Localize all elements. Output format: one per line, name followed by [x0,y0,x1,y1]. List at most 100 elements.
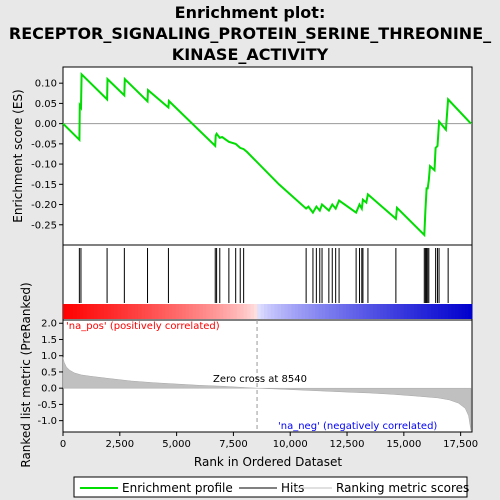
color-bar-segment [366,304,371,319]
color-bar-segment [315,304,320,319]
color-bar-segment [298,304,303,319]
metric-x-tick-label: 7,500 [219,439,248,450]
metric-x-tick-label: 0 [60,439,66,450]
color-bar-segment [97,304,101,319]
legend-enrichment-label: Enrichment profile [122,481,233,495]
color-bar-segment [134,304,139,319]
color-bar-segment [308,304,313,319]
color-bar-segment [461,304,466,319]
color-bar-segment [322,304,326,319]
chart-title-line-2: RECEPTOR_SIGNALING_PROTEIN_SERINE_THREON… [9,24,491,43]
metric-x-tick-label: 12,500 [330,439,365,450]
color-bar-segment [260,304,265,319]
color-bar-segment [219,304,224,319]
es-y-axis-title: Enrichment score (ES) [11,89,25,222]
hits-group [78,248,449,303]
color-bar-segment [390,304,395,319]
metric-y-tick-label: 1.5 [41,335,57,346]
color-bar-segment [212,304,217,319]
color-bar-segment [311,304,316,319]
metric-panel [62,319,473,433]
color-bar-segment [240,304,245,319]
color-bar-segment [444,304,449,319]
color-bar-segment [379,304,384,319]
es-y-tick-label: 0.10 [35,79,57,90]
color-bar-segment [277,304,282,319]
metric-x-tick-label: 10,000 [273,439,308,450]
color-bar-segment [345,304,350,319]
color-bar-segment [373,304,378,319]
legend: Enrichment profile Hits Ranking metric s… [73,476,469,498]
es-y-tick-label: 0.05 [35,99,57,110]
color-bar-segment [437,304,442,319]
color-bar-segment [80,304,84,319]
es-y-tick-label: -0.25 [31,220,57,231]
color-bar-segment [383,304,388,319]
chart-title-line-1: Enrichment plot: [175,3,326,22]
ranking-metric-area [62,357,472,431]
metric-y-tick-label: 2.0 [41,319,57,330]
legend-metric-label: Ranking metric scores [336,481,469,495]
color-bar-segment [161,304,166,319]
color-bar-segment [236,304,241,319]
color-bar-segment [148,304,153,319]
color-bar-segment [103,304,108,319]
color-bar-segment [172,304,176,319]
color-bar-segment [448,304,453,319]
color-bar-segment [144,304,149,319]
color-bar-segment [349,304,354,319]
color-bar-segment [131,304,136,319]
color-bar-segment [114,304,119,319]
color-bar-segment [250,304,255,319]
color-bar-segment [120,304,125,319]
color-bar-segment [267,304,272,319]
color-bar-segment [247,304,251,319]
color-bar-segment [209,304,214,319]
color-bar-segment [287,304,292,319]
color-bar-segment [270,304,275,319]
metric-y-axis-title: Ranked list metric (PreRanked) [19,282,33,467]
color-bar-segment [376,304,381,319]
color-bar-segment [441,304,446,319]
color-bar-segment [233,304,238,319]
color-bar-segment [69,304,74,319]
metric-y-tick-label: -1.0 [37,416,57,427]
color-bar-segment [264,304,268,319]
color-bar-segment [304,304,309,319]
color-bar-segment [342,304,347,319]
color-bar-segment [294,304,299,319]
es-y-tick-label: 0.00 [35,119,57,130]
color-bar-segment [335,304,340,319]
negative-correlation-label: 'na_neg' (negatively correlated) [278,421,437,432]
color-bar-segment [158,304,163,319]
color-bar-segment [243,304,248,319]
color-bar-segment [216,304,221,319]
color-bar-segment [318,304,323,319]
color-bar-segment [414,304,418,319]
color-bar-segment [257,304,262,319]
metric-x-axis-title: Rank in Ordered Dataset [194,455,342,469]
color-bar-segment [100,304,105,319]
color-bar-segment [253,304,258,319]
color-bar-segment [458,304,463,319]
color-bar-segment [230,304,234,319]
color-bar-segment [90,304,95,319]
es-y-tick-label: -0.20 [31,200,57,211]
metric-y-tick-label: 0.5 [41,367,57,378]
metric-y-tick-label: -0.5 [37,400,57,411]
color-bar-segment [410,304,415,319]
color-bar-segment [359,304,364,319]
color-bar-segment [178,304,183,319]
color-bar-segment [192,304,197,319]
color-bar-segment [137,304,142,319]
color-bar-segment [427,304,432,319]
color-bar-segment [66,304,71,319]
legend-hits-label: Hits [281,481,304,495]
color-bar-segment [206,304,211,319]
color-bar-segment [189,304,194,319]
color-bar-segment [465,304,470,319]
color-bar-segment [424,304,429,319]
color-bar-segment [403,304,408,319]
metric-x-tick-label: 5,000 [162,439,191,450]
